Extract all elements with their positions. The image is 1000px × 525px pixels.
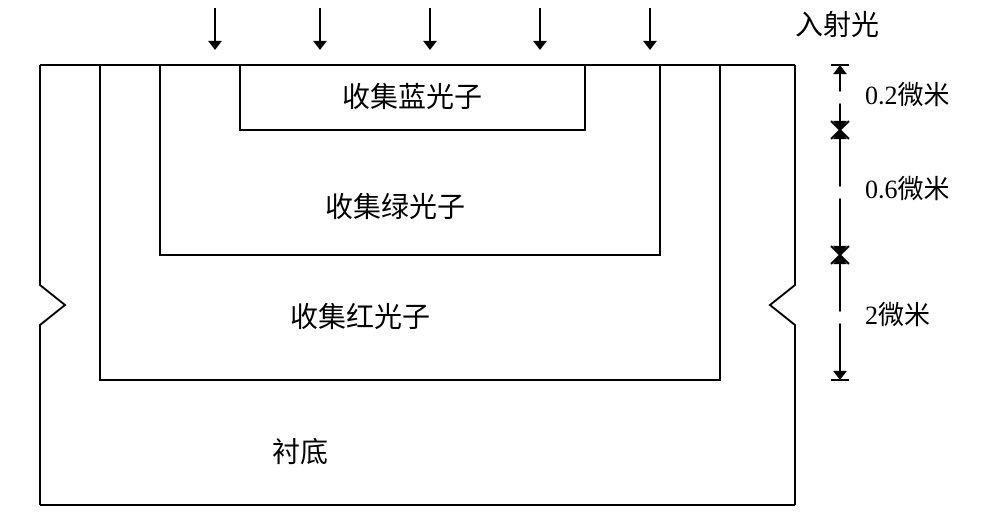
diagram-bg (0, 0, 1000, 525)
substrate-label: 衬底 (272, 436, 328, 468)
incident-light-label: 入射光 (795, 9, 879, 41)
blue-layer-label: 收集蓝光子 (342, 81, 482, 113)
green-layer-label: 收集绿光子 (325, 191, 465, 223)
red-layer-label: 收集红光子 (290, 301, 430, 333)
dim-label: 0.6微米 (865, 175, 950, 204)
dim-label: 0.2微米 (865, 81, 950, 110)
dim-label: 2微米 (865, 301, 930, 330)
